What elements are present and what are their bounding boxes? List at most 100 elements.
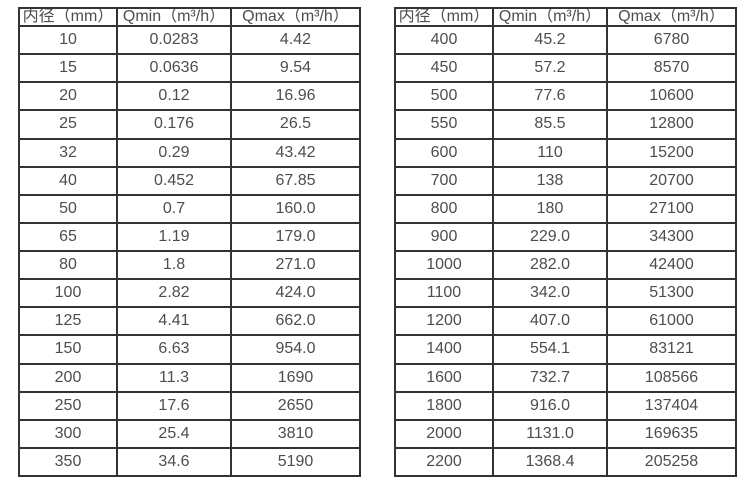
table-cell: 110 (492, 137, 608, 168)
table-cell: 83121 (606, 334, 737, 365)
table-cell: 250 (18, 390, 118, 421)
table-cell: 108566 (606, 362, 737, 393)
table-cell: 6780 (606, 24, 737, 56)
table-cell: 10600 (606, 81, 737, 112)
table-cell: 916.0 (492, 390, 608, 421)
table-cell: 12800 (606, 109, 737, 140)
table-row: 800 180 27100 (394, 193, 737, 224)
table-cell: 800 (394, 193, 494, 224)
table-cell: 77.6 (492, 81, 608, 112)
table-row: 1000 282.0 42400 (394, 249, 737, 281)
table-cell: 67.85 (230, 165, 361, 196)
table-cell: 0.452 (116, 165, 232, 196)
table-cell: 61000 (606, 306, 737, 337)
column-header-inner-diameter: 内径（mm） (18, 7, 118, 27)
table-cell: 500 (394, 81, 494, 112)
table-row: 10 0.0283 4.42 (18, 24, 361, 56)
table-cell: 27100 (606, 193, 737, 224)
table-cell: 600 (394, 137, 494, 168)
table-cell: 2650 (230, 390, 361, 421)
table-row: 2000 1131.0 169635 (394, 418, 737, 449)
table-cell: 42400 (606, 249, 737, 281)
table-cell: 25.4 (116, 418, 232, 449)
table-cell: 732.7 (492, 362, 608, 393)
table-cell: 9.54 (230, 53, 361, 84)
table-cell: 15200 (606, 137, 737, 168)
table-cell: 2.82 (116, 278, 232, 309)
table-row: 700 138 20700 (394, 165, 737, 196)
table-cell: 43.42 (230, 137, 361, 168)
table-row: 150 6.63 954.0 (18, 334, 361, 365)
table-cell: 34.6 (116, 446, 232, 478)
flow-range-table-large-diameters: 内径（mm） Qmin（m³/h） Qmax（m³/h） 400 45.2 6780… (394, 7, 737, 478)
table-header-row: 内径（mm） Qmin（m³/h） Qmax（m³/h） (18, 7, 361, 27)
table-row: 25 0.176 26.5 (18, 109, 361, 140)
table-cell: 4.42 (230, 24, 361, 56)
table-row: 1400 554.1 83121 (394, 334, 737, 365)
table-cell: 1000 (394, 249, 494, 281)
table-row: 1600 732.7 108566 (394, 362, 737, 393)
table-cell: 0.29 (116, 137, 232, 168)
table-cell: 51300 (606, 278, 737, 309)
table-row: 32 0.29 43.42 (18, 137, 361, 168)
table-cell: 1400 (394, 334, 494, 365)
table-row: 600 110 15200 (394, 137, 737, 168)
table-cell: 1100 (394, 278, 494, 309)
table-cell: 34300 (606, 221, 737, 253)
table-cell: 1.8 (116, 249, 232, 281)
table-cell: 65 (18, 221, 118, 253)
table-cell: 400 (394, 24, 494, 56)
table-cell: 229.0 (492, 221, 608, 253)
table-cell: 1200 (394, 306, 494, 337)
table-cell: 5190 (230, 446, 361, 478)
table-cell: 282.0 (492, 249, 608, 281)
table-row: 200 11.3 1690 (18, 362, 361, 393)
table-body-small-diameters: 10 0.0283 4.42 15 0.0636 9.54 20 0.12 16.96 25 0.1… (18, 24, 361, 478)
table-cell: 1600 (394, 362, 494, 393)
table-cell: 138 (492, 165, 608, 196)
column-header-qmin: Qmin（m³/h） (492, 7, 608, 27)
table-cell: 954.0 (230, 334, 361, 365)
table-row: 1200 407.0 61000 (394, 306, 737, 337)
table-cell: 550 (394, 109, 494, 140)
table-cell: 1.19 (116, 221, 232, 253)
table-cell: 0.12 (116, 81, 232, 112)
table-cell: 1368.4 (492, 446, 608, 478)
table-row: 450 57.2 8570 (394, 53, 737, 84)
table-row: 50 0.7 160.0 (18, 193, 361, 224)
table-cell: 15 (18, 53, 118, 84)
table-cell: 342.0 (492, 278, 608, 309)
table-row: 65 1.19 179.0 (18, 221, 361, 253)
table-row: 15 0.0636 9.54 (18, 53, 361, 84)
table-row: 900 229.0 34300 (394, 221, 737, 253)
table-cell: 16.96 (230, 81, 361, 112)
table-cell: 50 (18, 193, 118, 224)
table-cell: 25 (18, 109, 118, 140)
table-cell: 662.0 (230, 306, 361, 337)
table-cell: 450 (394, 53, 494, 84)
table-cell: 350 (18, 446, 118, 478)
table-cell: 40 (18, 165, 118, 196)
table-row: 500 77.6 10600 (394, 81, 737, 112)
table-cell: 300 (18, 418, 118, 449)
table-row: 300 25.4 3810 (18, 418, 361, 449)
column-header-qmin: Qmin（m³/h） (116, 7, 232, 27)
table-cell: 0.0283 (116, 24, 232, 56)
column-header-qmax: Qmax（m³/h） (230, 7, 361, 27)
table-cell: 8570 (606, 53, 737, 84)
table-cell: 45.2 (492, 24, 608, 56)
table-cell: 0.7 (116, 193, 232, 224)
table-row: 125 4.41 662.0 (18, 306, 361, 337)
table-cell: 271.0 (230, 249, 361, 281)
table-cell: 180 (492, 193, 608, 224)
table-row: 100 2.82 424.0 (18, 278, 361, 309)
table-cell: 2000 (394, 418, 494, 449)
table-cell: 137404 (606, 390, 737, 421)
table-cell: 1690 (230, 362, 361, 393)
table-cell: 179.0 (230, 221, 361, 253)
table-cell: 1131.0 (492, 418, 608, 449)
table-row: 550 85.5 12800 (394, 109, 737, 140)
table-cell: 554.1 (492, 334, 608, 365)
table-cell: 900 (394, 221, 494, 253)
